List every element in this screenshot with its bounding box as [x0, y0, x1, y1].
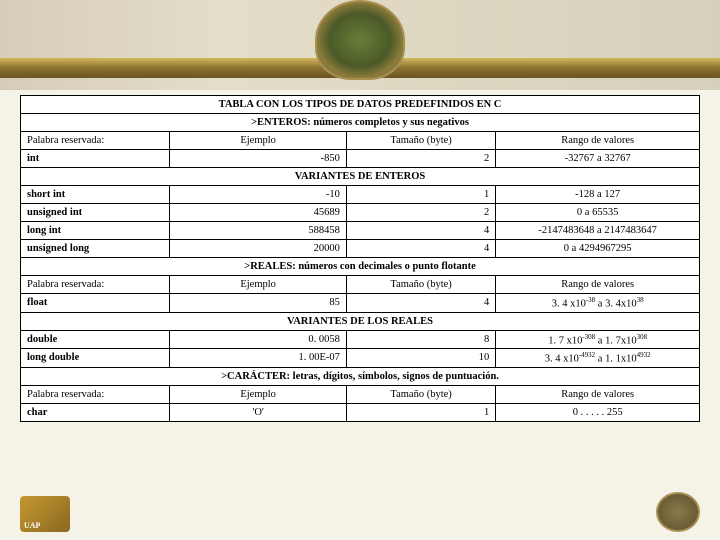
cell-rng: -2147483648 a 2147483647 [496, 222, 700, 240]
cell-ej: 20000 [170, 240, 347, 258]
cell-sz: 2 [346, 150, 495, 168]
col-ejemplo: Ejemplo [170, 276, 347, 294]
cell-ej: -10 [170, 186, 347, 204]
cell-ej: 0. 0058 [170, 330, 347, 349]
variants-enteros-header: VARIANTES DE ENTEROS [21, 168, 700, 186]
cell-rng: 3. 4 x10-38 a 3. 4x1038 [496, 294, 700, 313]
col-tamano: Tamaño (byte) [346, 385, 495, 403]
col-ejemplo: Ejemplo [170, 132, 347, 150]
cell-name: unsigned int [21, 204, 170, 222]
section-enteros-header: >ENTEROS: números completos y sus negati… [21, 114, 700, 132]
cell-sz: 4 [346, 294, 495, 313]
cell-name: float [21, 294, 170, 313]
cell-name: short int [21, 186, 170, 204]
section-reales-header: >REALES: números con decimales o punto f… [21, 258, 700, 276]
cell-sz: 1 [346, 403, 495, 421]
content-area: TABLA CON LOS TIPOS DE DATOS PREDEFINIDO… [20, 95, 700, 490]
variants-reales-header: VARIANTES DE LOS REALES [21, 312, 700, 330]
cell-name: long double [21, 349, 170, 368]
col-palabra: Palabra reservada: [21, 276, 170, 294]
cell-rng: -128 a 127 [496, 186, 700, 204]
col-rango: Rango de valores [496, 385, 700, 403]
cell-ej: 45689 [170, 204, 347, 222]
col-tamano: Tamaño (byte) [346, 276, 495, 294]
cell-rng: -32767 a 32767 [496, 150, 700, 168]
cell-name: unsigned long [21, 240, 170, 258]
table-title: TABLA CON LOS TIPOS DE DATOS PREDEFINIDO… [21, 96, 700, 114]
cell-name: long int [21, 222, 170, 240]
col-rango: Rango de valores [496, 276, 700, 294]
cell-sz: 1 [346, 186, 495, 204]
col-ejemplo: Ejemplo [170, 385, 347, 403]
cell-ej: 'O' [170, 403, 347, 421]
cell-rng: 0 a 4294967295 [496, 240, 700, 258]
cell-name: char [21, 403, 170, 421]
cell-rng: 3. 4 x10-4932 a 1. 1x104932 [496, 349, 700, 368]
col-tamano: Tamaño (byte) [346, 132, 495, 150]
cell-name: int [21, 150, 170, 168]
cell-sz: 8 [346, 330, 495, 349]
cell-ej: 85 [170, 294, 347, 313]
cell-ej: 588458 [170, 222, 347, 240]
cell-rng: 1. 7 x10-308 a 1. 7x10308 [496, 330, 700, 349]
university-crest [315, 0, 405, 80]
seal-icon [656, 492, 700, 532]
cell-name: double [21, 330, 170, 349]
cell-ej: -850 [170, 150, 347, 168]
cell-ej: 1. 00E-07 [170, 349, 347, 368]
col-palabra: Palabra reservada: [21, 132, 170, 150]
uap-logo-icon [20, 496, 70, 532]
cell-rng: 0 . . . . . 255 [496, 403, 700, 421]
cell-sz: 4 [346, 240, 495, 258]
cell-rng: 0 a 65535 [496, 204, 700, 222]
col-palabra: Palabra reservada: [21, 385, 170, 403]
cell-sz: 2 [346, 204, 495, 222]
data-types-table: TABLA CON LOS TIPOS DE DATOS PREDEFINIDO… [20, 95, 700, 422]
cell-sz: 10 [346, 349, 495, 368]
section-caracter-header: >CARÁCTER: letras, dígitos, símbolos, si… [21, 367, 700, 385]
col-rango: Rango de valores [496, 132, 700, 150]
cell-sz: 4 [346, 222, 495, 240]
